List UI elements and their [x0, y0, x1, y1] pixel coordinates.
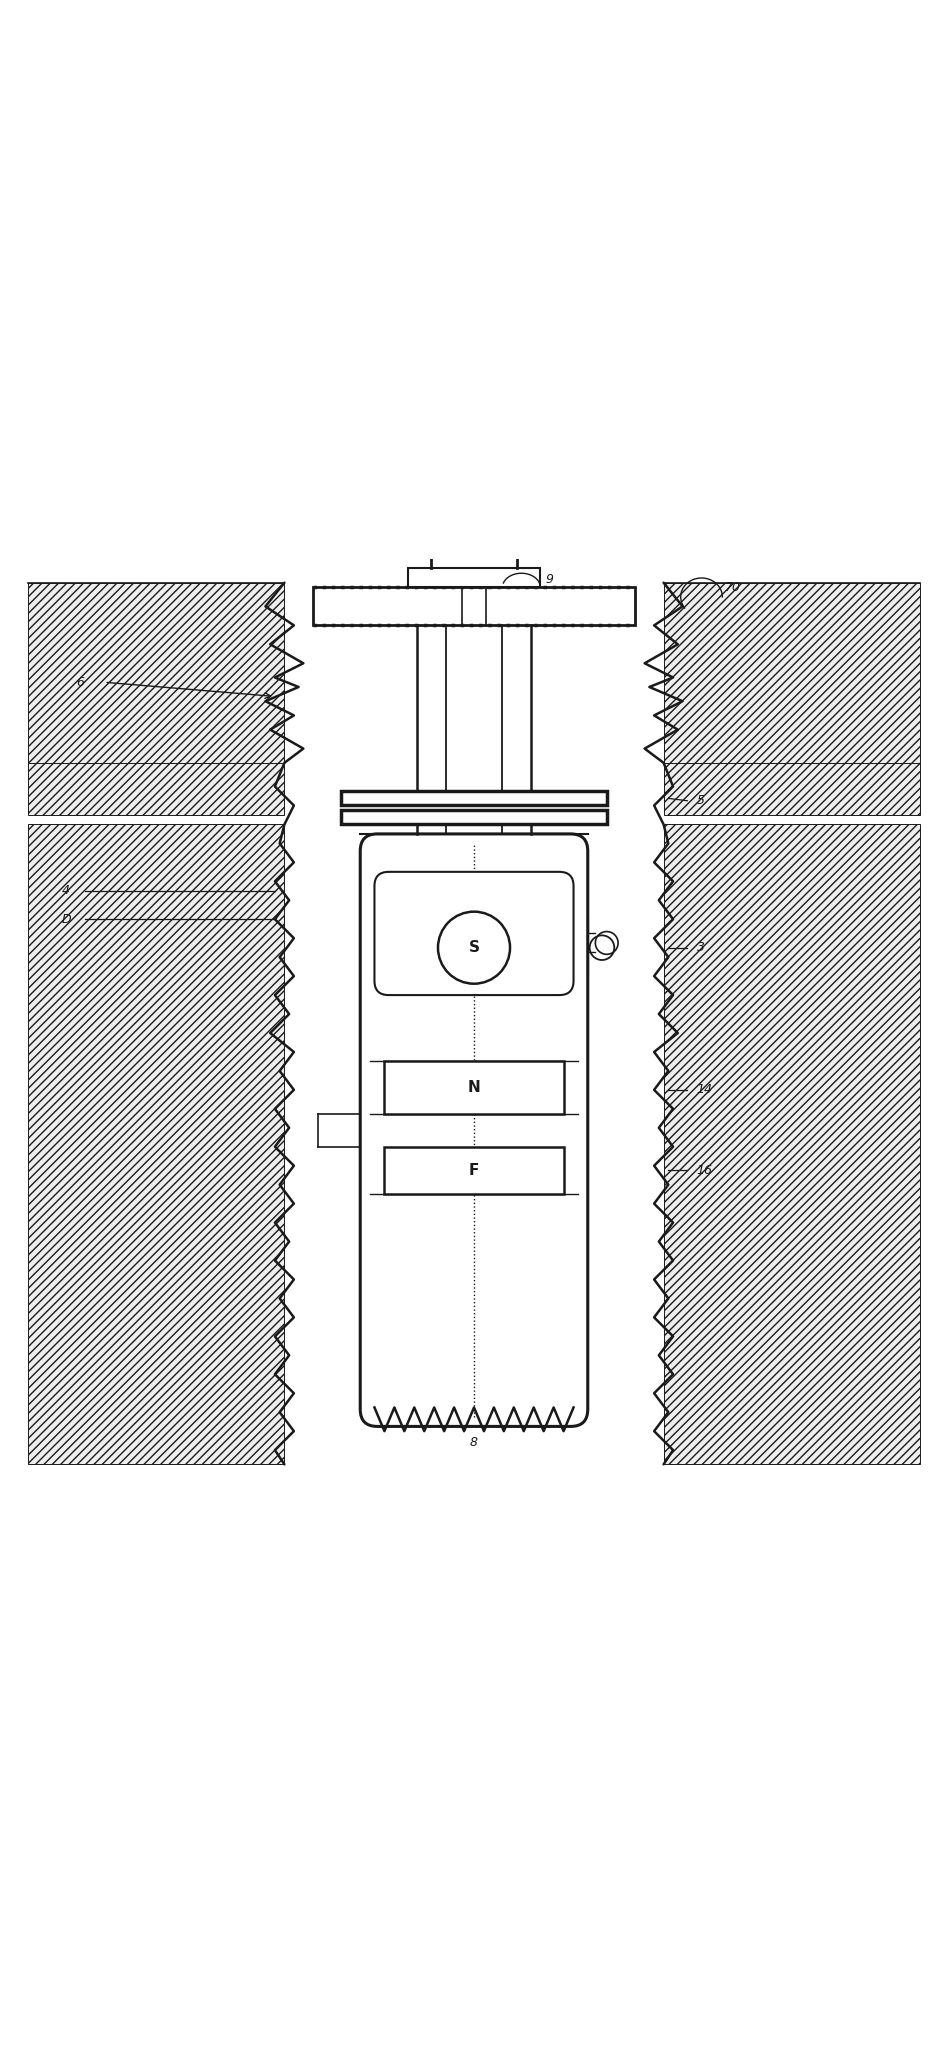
Text: F: F: [469, 1163, 479, 1178]
Text: 4: 4: [62, 884, 69, 897]
Bar: [384, 1147, 564, 1194]
Text: N: N: [467, 1081, 481, 1095]
FancyBboxPatch shape: [374, 872, 574, 996]
Circle shape: [438, 911, 510, 983]
Bar: [664, 762, 920, 814]
Text: 8: 8: [470, 1436, 478, 1448]
Text: 3: 3: [697, 942, 704, 954]
Bar: [28, 583, 284, 762]
Text: S: S: [468, 940, 480, 954]
Text: 16: 16: [697, 1163, 713, 1178]
Text: 9: 9: [545, 574, 553, 587]
Text: 70: 70: [725, 581, 741, 593]
Text: D: D: [62, 913, 71, 926]
Bar: [28, 762, 284, 814]
Bar: [28, 824, 284, 1465]
FancyBboxPatch shape: [360, 835, 588, 1426]
Bar: [341, 791, 607, 806]
Bar: [341, 810, 607, 824]
Text: 5: 5: [697, 793, 704, 808]
Bar: [384, 1062, 564, 1114]
Bar: [313, 587, 635, 626]
Bar: [408, 568, 540, 587]
Text: 14: 14: [697, 1083, 713, 1097]
Bar: [664, 583, 920, 762]
Bar: [664, 824, 920, 1465]
Text: 6: 6: [76, 676, 83, 688]
